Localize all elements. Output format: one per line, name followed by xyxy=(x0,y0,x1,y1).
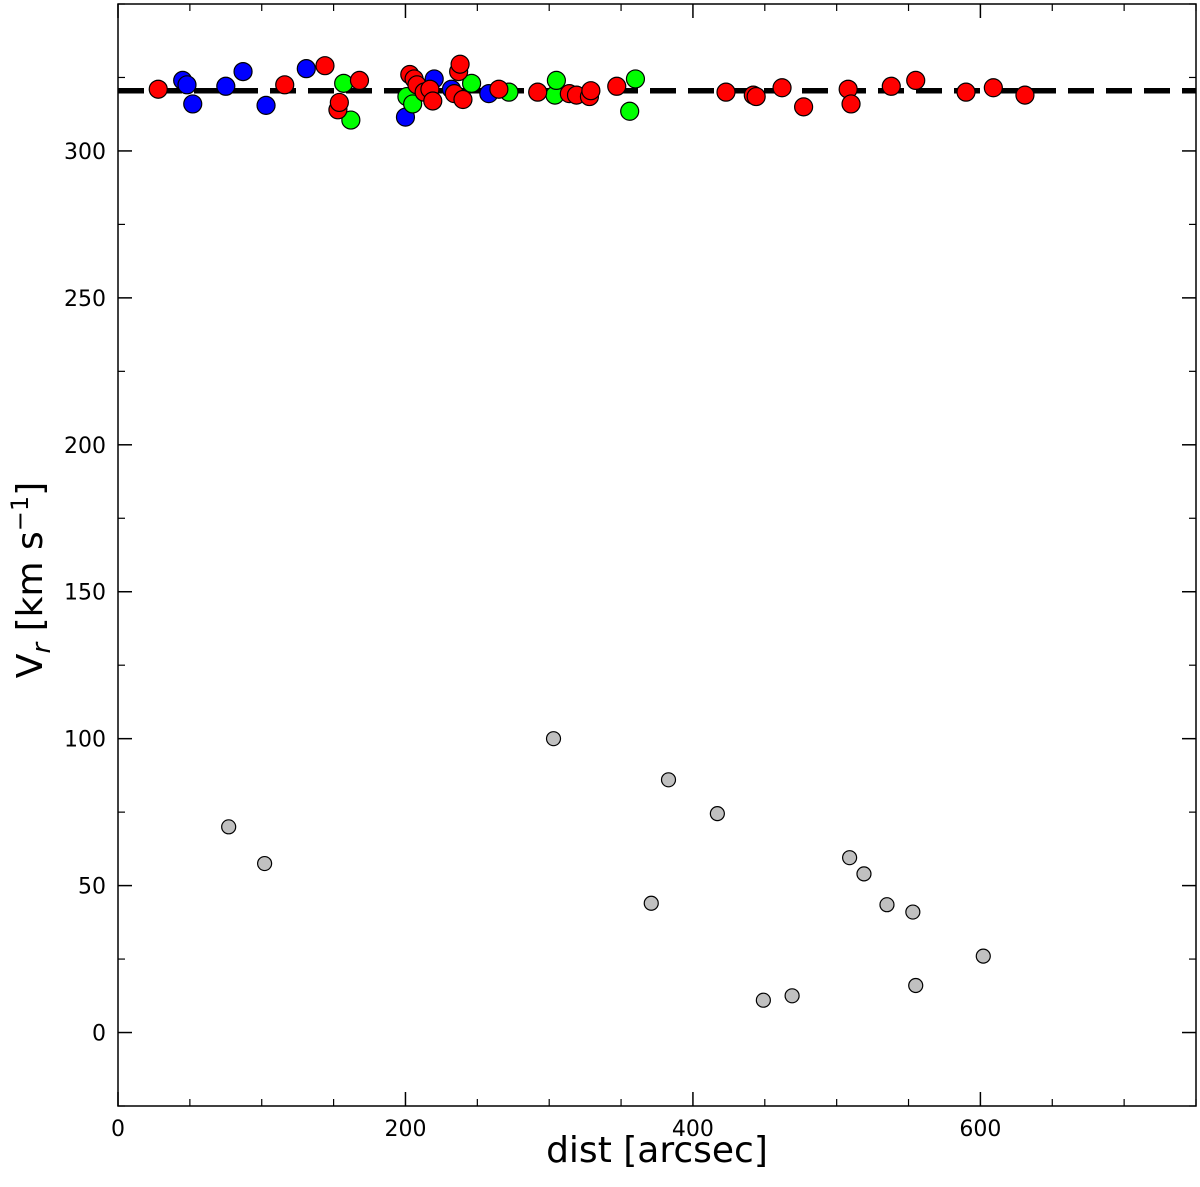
y-tick-label: 150 xyxy=(64,581,106,606)
data-point-series-2 xyxy=(453,89,473,110)
data-point-series-3 xyxy=(842,850,858,866)
x-axis-label: dist [arcsec] xyxy=(546,1130,768,1171)
data-point-series-2 xyxy=(489,79,509,99)
x-tick-label: 400 xyxy=(672,1117,714,1142)
x-tick-label: 0 xyxy=(111,1117,125,1142)
data-point-series-3 xyxy=(643,895,659,911)
data-point-series-2 xyxy=(841,94,861,114)
data-point-series-2 xyxy=(881,76,901,96)
data-point-series-3 xyxy=(257,855,273,872)
y-tick-label: 0 xyxy=(92,1022,106,1047)
data-point-series-1 xyxy=(403,94,423,114)
data-point-series-3 xyxy=(908,977,924,994)
data-point-series-3 xyxy=(784,988,800,1004)
data-point-series-0 xyxy=(256,95,276,115)
data-point-series-2 xyxy=(423,91,443,111)
data-point-series-1 xyxy=(341,110,361,130)
data-point-series-2 xyxy=(906,70,926,91)
data-point-series-2 xyxy=(315,56,335,76)
y-axis-label-rest: [km s xyxy=(10,531,51,643)
plot-frame xyxy=(117,3,1197,1107)
y-tick-label: 300 xyxy=(64,140,106,165)
data-point-series-3 xyxy=(660,772,677,788)
data-point-series-1 xyxy=(546,70,566,91)
data-point-series-2 xyxy=(148,79,168,99)
data-point-series-3 xyxy=(545,731,562,747)
data-point-series-0 xyxy=(296,59,316,79)
data-point-series-2 xyxy=(581,81,601,101)
data-point-series-3 xyxy=(905,904,921,920)
y-tick-label: 50 xyxy=(78,875,106,900)
data-point-series-2 xyxy=(329,92,349,113)
data-point-series-2 xyxy=(607,76,627,96)
data-points xyxy=(148,54,1035,1008)
y-axis-label-sub: r xyxy=(27,641,57,654)
data-point-series-1 xyxy=(625,69,646,89)
data-point-series-0 xyxy=(216,76,236,96)
x-tick-label: 200 xyxy=(384,1117,426,1142)
y-axis-label-sup: −1 xyxy=(6,496,34,531)
x-tick-label: 600 xyxy=(959,1117,1001,1142)
data-point-series-1 xyxy=(620,101,640,121)
data-point-series-2 xyxy=(528,82,548,102)
data-point-series-3 xyxy=(879,897,895,913)
y-axis-label: Vr [km s−1] xyxy=(6,482,57,678)
data-point-series-3 xyxy=(856,866,872,882)
y-tick-label: 200 xyxy=(64,434,106,459)
data-point-series-3 xyxy=(755,992,771,1008)
data-point-series-3 xyxy=(975,948,991,964)
data-point-series-2 xyxy=(349,70,370,91)
data-point-series-2 xyxy=(772,78,792,98)
data-point-series-2 xyxy=(1015,85,1035,105)
data-point-series-0 xyxy=(233,61,253,82)
data-point-series-2 xyxy=(450,54,470,74)
data-point-series-1 xyxy=(461,73,482,93)
data-point-series-2 xyxy=(956,82,976,102)
data-point-series-2 xyxy=(275,75,295,95)
axes: 0 200 400 600 0 50 100 150 200 250 300 xyxy=(64,3,1197,1142)
data-point-series-2 xyxy=(716,82,736,102)
y-tick-label: 250 xyxy=(64,287,106,312)
data-point-series-0 xyxy=(183,94,203,114)
y-axis-label-close: ] xyxy=(10,482,51,496)
data-point-series-0 xyxy=(177,75,197,95)
data-point-series-2 xyxy=(746,86,766,107)
y-tick-label: 100 xyxy=(64,728,106,753)
plot-frame-layer xyxy=(117,3,1197,1107)
data-point-series-1 xyxy=(334,73,354,93)
data-point-series-2 xyxy=(794,97,814,117)
y-axis-label-main: V xyxy=(10,653,51,678)
data-point-series-3 xyxy=(221,819,237,835)
data-point-series-2 xyxy=(983,78,1003,98)
data-point-series-3 xyxy=(709,806,725,822)
